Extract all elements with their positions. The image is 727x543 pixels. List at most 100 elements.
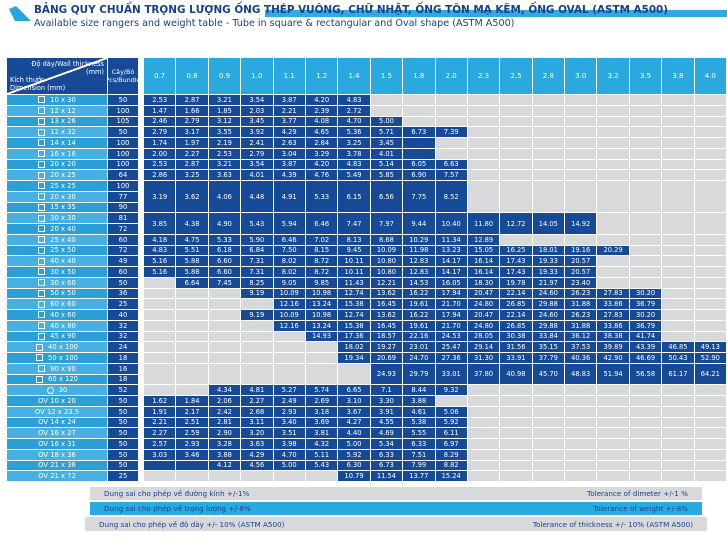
dimension-label: Kích thước Dimension (mm) — [10, 75, 66, 92]
empty-cell — [208, 331, 241, 342]
pcs-cell: 18 — [108, 353, 138, 363]
pcs-cell: 50 — [108, 417, 138, 428]
empty-cell — [597, 181, 629, 213]
weight-cell: 3.54 — [241, 95, 273, 105]
size-cell: 12 x 12 — [7, 105, 107, 116]
weight-cell: 22.16 — [403, 331, 435, 342]
size-cell: OV 16 x 27 — [7, 428, 107, 438]
weight-cell: 12.83 — [403, 256, 435, 266]
weight-cell: 5.27 — [273, 385, 305, 395]
weight-cell: 20.47 — [467, 288, 500, 299]
empty-cell — [629, 105, 662, 116]
logo-swoosh-icon — [9, 6, 31, 21]
size-label: 10 x 30 — [50, 95, 76, 104]
weight-cell: 26.85 — [500, 299, 532, 309]
empty-cell — [597, 95, 629, 105]
weight-cell: 13.77 — [403, 471, 435, 481]
size-cell: 13 x 26 — [7, 116, 107, 127]
empty-cell — [403, 105, 435, 116]
empty-cell — [144, 363, 176, 385]
pcs-bundle-header: Cây/Bó Pcs/Bundle — [105, 58, 141, 94]
empty-cell — [467, 138, 500, 148]
empty-cell — [241, 353, 273, 363]
weight-cell: 3.78 — [338, 148, 370, 159]
thickness-header-cell: 1.5 — [370, 58, 403, 94]
column-spacer — [139, 58, 143, 481]
checkbox-icon — [38, 117, 46, 125]
size-cell: 40 x 100 — [7, 342, 107, 352]
empty-cell — [532, 159, 565, 170]
weight-cell: 6.46 — [273, 234, 305, 245]
size-label: 60 x 60 — [50, 300, 76, 309]
size-cell: OV 10 x 20 — [7, 396, 107, 406]
tolerance-weight-vi: Dung sai cho phép về trọng lượng +/-8% — [104, 504, 251, 513]
empty-cell — [629, 449, 662, 460]
weight-cell: 33.86 — [597, 320, 629, 331]
weight-cell: 4.76 — [305, 170, 338, 180]
empty-cell — [176, 288, 208, 299]
weight-cell: 14.05 — [532, 213, 565, 234]
pcs-cell: 64 — [108, 170, 138, 180]
weight-cell: 3.54 — [241, 159, 273, 170]
empty-cell — [532, 449, 565, 460]
weight-cell: 14.92 — [565, 213, 597, 234]
size-label: 25 x 40 — [50, 235, 76, 244]
empty-cell — [208, 288, 241, 299]
weight-cell: 24.93 — [370, 363, 403, 385]
weight-cell: 39.89 — [597, 342, 629, 352]
pcs-cell: 50 — [108, 277, 138, 288]
weight-cell: 12.72 — [500, 213, 532, 234]
size-label: 14 x 14 — [50, 138, 76, 147]
pcs-cell: 72 — [108, 245, 138, 256]
weight-cell: 50.43 — [662, 353, 694, 363]
empty-cell — [694, 170, 726, 180]
weight-cell: 3.98 — [273, 439, 305, 449]
weight-cell: 2.59 — [176, 428, 208, 438]
weight-cell: 11.34 — [435, 234, 467, 245]
size-label: OV 21 x 72 — [38, 472, 76, 481]
weight-cell: 2.79 — [144, 127, 176, 137]
weight-cell: 14.17 — [435, 256, 467, 266]
empty-cell — [467, 181, 500, 213]
weight-cell: 7.1 — [370, 385, 403, 395]
weight-cell: 5.14 — [370, 159, 403, 170]
empty-cell — [662, 213, 694, 234]
weight-cell: 4.18 — [144, 234, 176, 245]
weight-cell: 9.44 — [403, 213, 435, 234]
empty-cell — [662, 417, 694, 428]
weight-cell: 5.88 — [176, 267, 208, 277]
weight-cell: 8.02 — [273, 267, 305, 277]
empty-cell — [694, 267, 726, 277]
pcs-cell: 50 — [108, 428, 138, 438]
size-cell: 25 x 50 — [7, 245, 107, 256]
weight-cell: 3.28 — [208, 439, 241, 449]
empty-cell — [208, 353, 241, 363]
weight-cell: 12.83 — [403, 267, 435, 277]
weight-cell: 51.94 — [597, 363, 629, 385]
weight-cell: 2.49 — [273, 396, 305, 406]
size-label: OV 12 x 23.5 — [34, 407, 80, 416]
empty-cell — [629, 148, 662, 159]
weight-cell: 29.88 — [532, 320, 565, 331]
weight-cell: 7.45 — [208, 277, 241, 288]
empty-cell — [565, 148, 597, 159]
empty-cell — [694, 127, 726, 137]
empty-cell — [565, 159, 597, 170]
weight-cell: 5.36 — [338, 127, 370, 137]
empty-cell — [467, 385, 500, 395]
weight-cell: 6.60 — [208, 256, 241, 266]
empty-cell — [597, 385, 629, 395]
weight-cell: 11.98 — [403, 245, 435, 256]
weight-cell: 37.53 — [565, 342, 597, 352]
size-label: 16 x 16 — [50, 149, 76, 158]
weight-cell: 31.30 — [467, 353, 500, 363]
empty-cell — [629, 95, 662, 105]
weight-cell: 4.55 — [370, 417, 403, 428]
empty-cell — [273, 331, 305, 342]
empty-cell — [662, 159, 694, 170]
weight-table: Độ dày/Wall thickness (mm) Kích thước Di… — [7, 58, 726, 481]
size-cell: OV 14 x 24 — [7, 417, 107, 428]
empty-cell — [694, 288, 726, 299]
empty-cell — [305, 363, 338, 385]
checkbox-icon — [38, 214, 46, 222]
